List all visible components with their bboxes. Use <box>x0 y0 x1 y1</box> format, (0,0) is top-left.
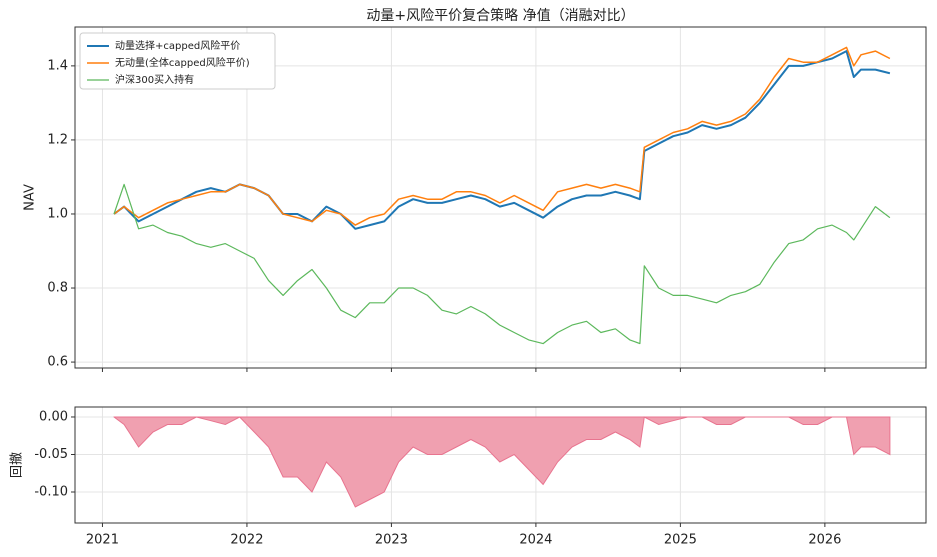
y-tick-label: 0.8 <box>47 281 68 296</box>
y-tick-label: 1.2 <box>47 132 68 147</box>
x-tick-label: 2025 <box>664 533 697 548</box>
y-tick-label: 0.00 <box>39 409 68 424</box>
x-tick-label: 2023 <box>375 533 408 548</box>
axes-frame <box>74 26 927 369</box>
x-tick-label: 2024 <box>519 533 552 548</box>
y-axis-label: 回撤 <box>9 452 25 478</box>
legend-label: 沪深300买入持有 <box>115 73 194 86</box>
y-tick-label: 1.0 <box>47 206 68 221</box>
legend-label: 动量选择+capped风险平价 <box>115 39 240 52</box>
chart-title: 动量+风险平价复合策略 净值（消融对比） <box>366 7 634 24</box>
y-tick-label: 1.4 <box>47 58 68 73</box>
y-tick-label: -0.10 <box>34 485 68 500</box>
y-tick-label: 0.6 <box>47 355 68 370</box>
legend-box <box>79 32 276 90</box>
x-tick-label: 2022 <box>230 533 263 548</box>
x-tick-label: 2021 <box>86 533 119 548</box>
x-tick-label: 2026 <box>808 533 841 548</box>
nav-line <box>113 183 891 345</box>
axes-frame <box>74 406 927 524</box>
y-axis-label: NAV <box>23 184 38 211</box>
nav-line <box>113 46 891 226</box>
drawdown-area <box>113 416 891 508</box>
y-tick-label: -0.05 <box>34 447 68 462</box>
legend-label: 无动量(全体capped风险平价) <box>115 56 250 69</box>
